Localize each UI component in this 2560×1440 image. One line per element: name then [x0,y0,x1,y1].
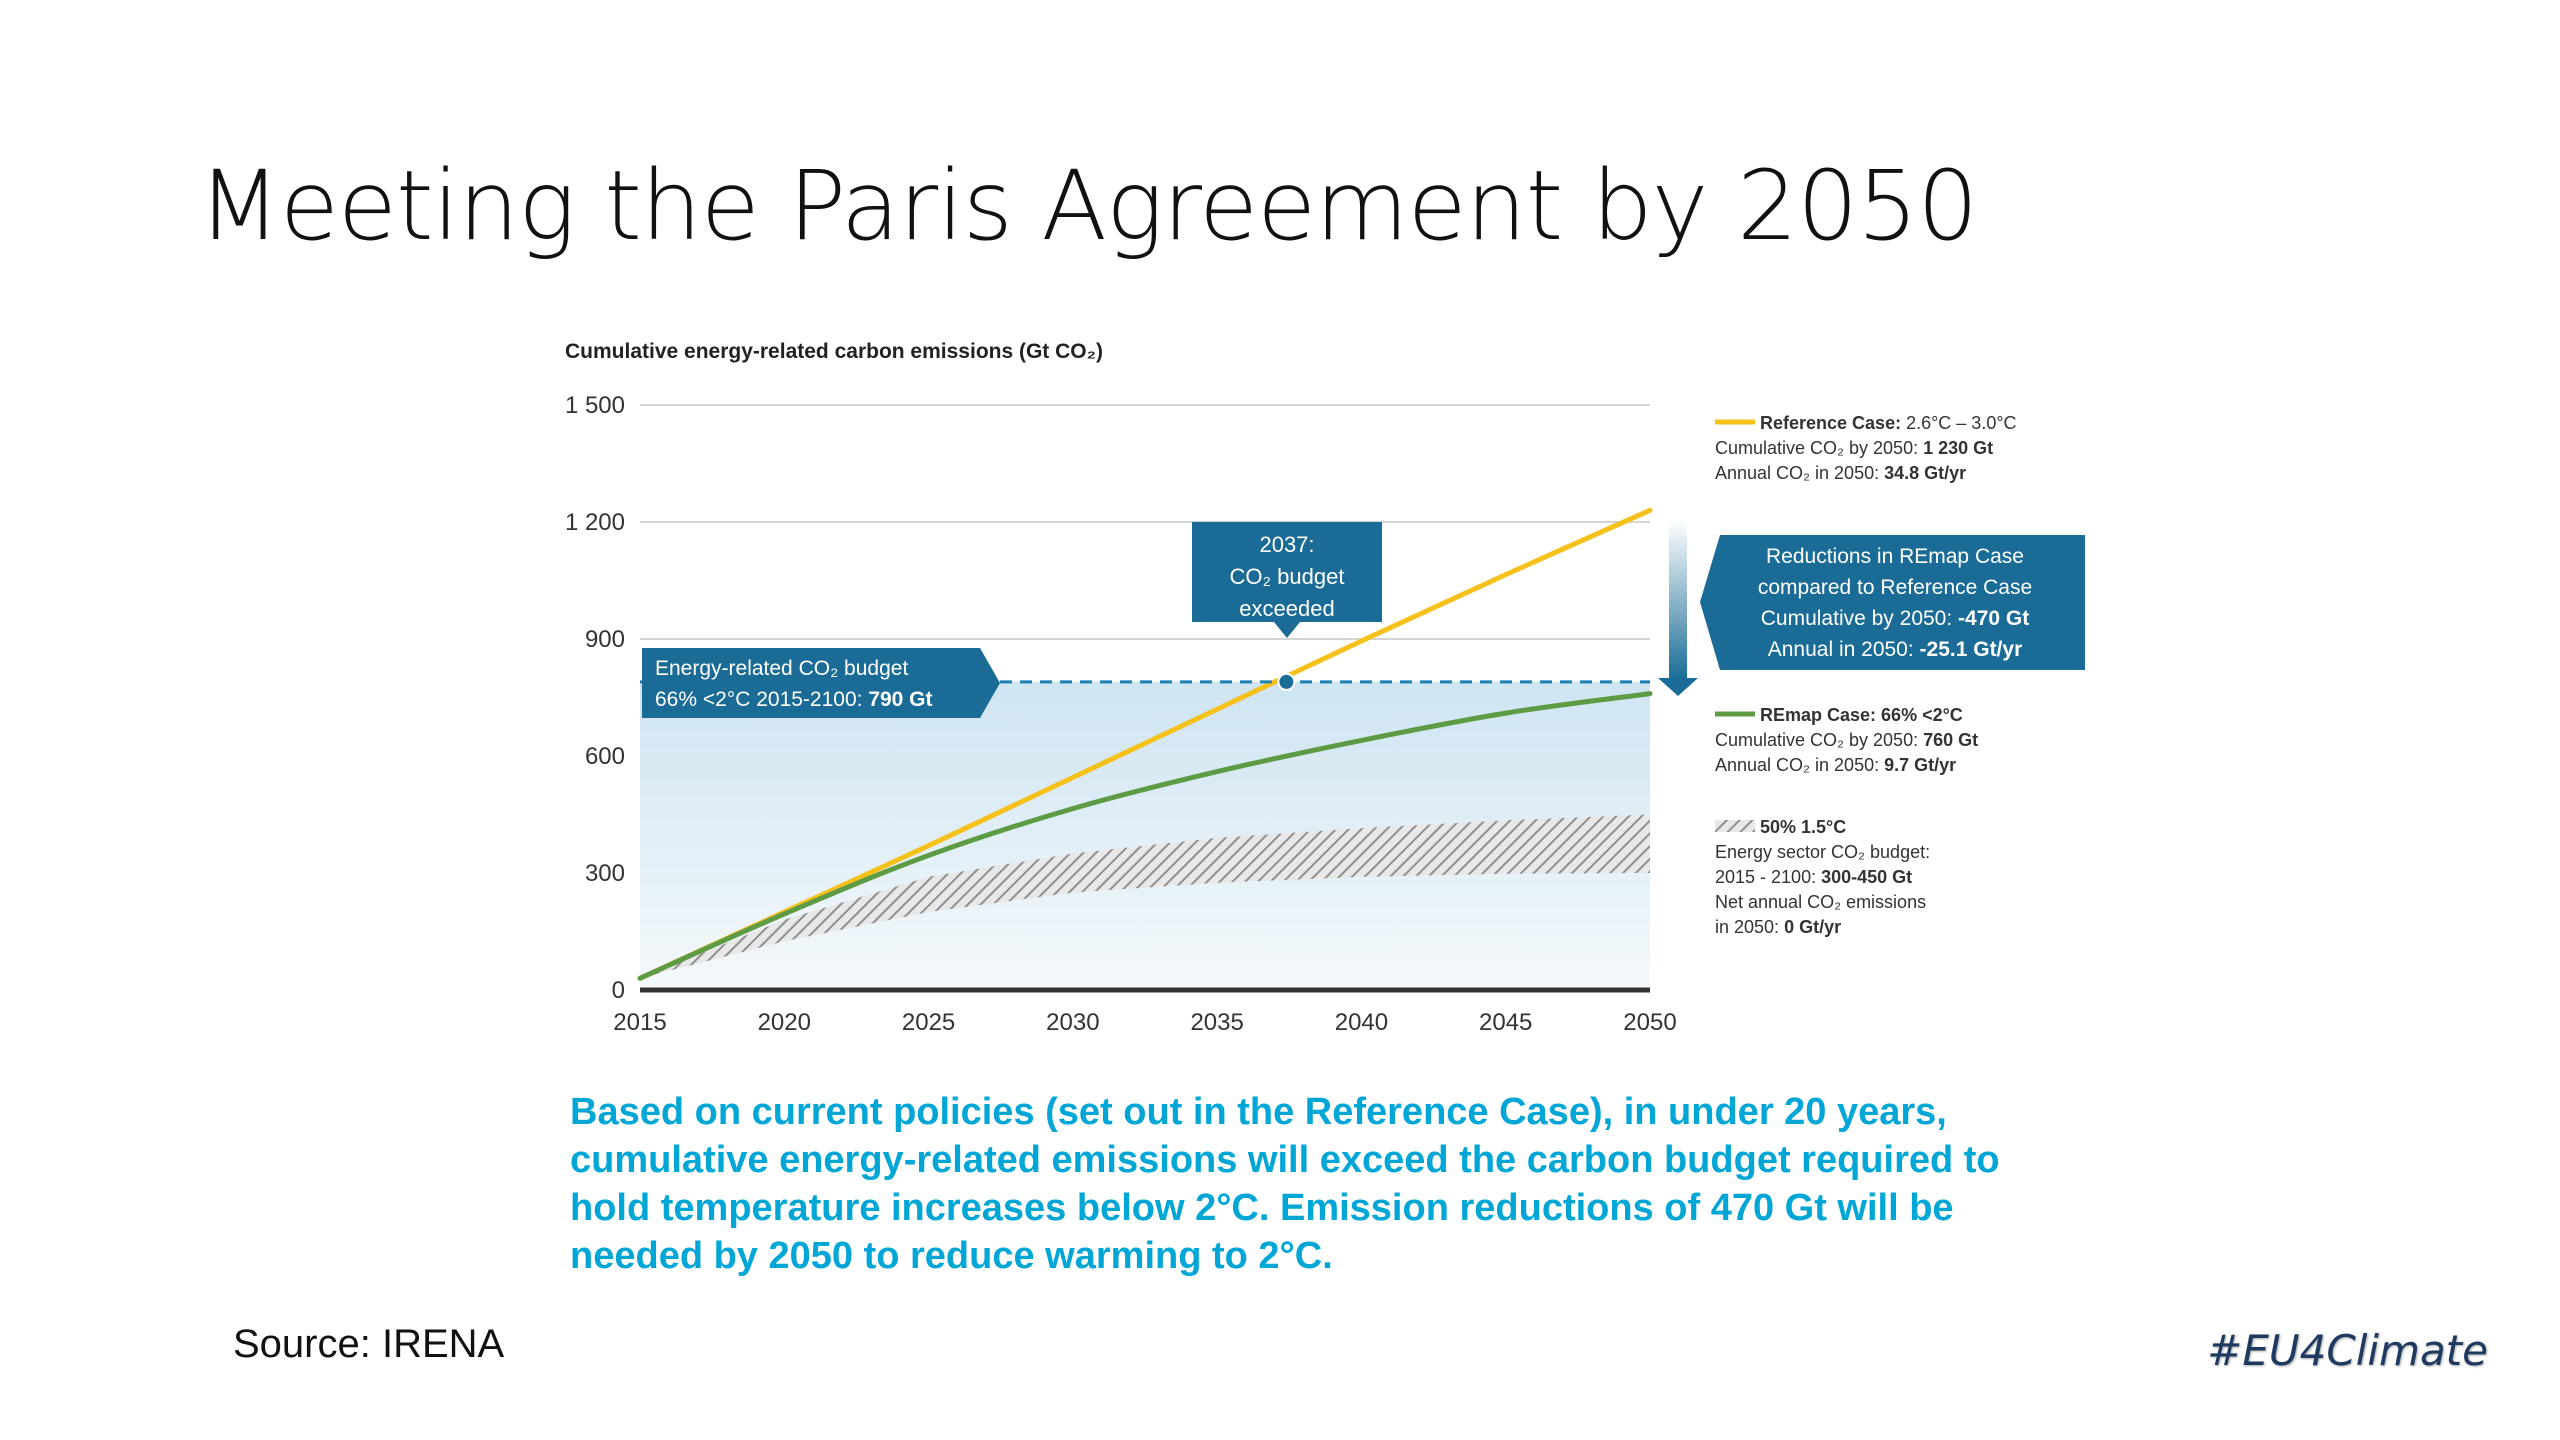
reduction-box [1700,535,2085,670]
x-tick-label: 2045 [1479,1009,1532,1036]
x-tick-label: 2015 [613,1009,666,1036]
legend-band-title: 50% 1.5°C [1760,817,1846,837]
legend-swatch-band [1715,820,1755,832]
legend: Reference Case: 2.6°C – 3.0°C Cumulative … [1715,413,2017,937]
series-lines [637,507,1653,981]
legend-band-line: 2015 - 2100: 300-450 Gt [1715,867,1912,887]
band-area [640,814,1650,979]
slide-title: Meeting the Paris Agreement by 2050 [198,150,1978,262]
chart-title: Cumulative energy-related carbon emissio… [565,340,1103,363]
budget-callout-line1: Energy-related CO₂ budget [655,657,908,680]
legend-reference-title: Reference Case: 2.6°C – 3.0°C [1760,413,2017,433]
legend-band-line: in 2050: 0 Gt/yr [1715,917,1841,937]
y-tick-label: 1 500 [565,392,625,419]
x-tick-label: 2040 [1335,1009,1388,1036]
y-tick-label: 1 200 [565,509,625,536]
exceed-point [1277,672,1296,691]
y-tick-label: 300 [585,860,625,887]
x-tick-label: 2050 [1623,1009,1676,1036]
legend-remap-cumulative: Cumulative CO₂ by 2050: 760 Gt [1715,730,1978,750]
exceed-callout-text: 2037: [1259,532,1314,557]
budget-callout [642,648,1000,718]
y-tick-label: 0 [612,977,625,1004]
axes: Cumulative energy-related carbon emissio… [565,340,1677,1036]
exceed-callout-text: exceeded [1239,596,1334,621]
legend-band-line: Net annual CO₂ emissions [1715,892,1926,912]
y-tick-label: 900 [585,626,625,653]
x-tick-label: 2020 [758,1009,811,1036]
legend-remap-annual: Annual CO₂ in 2050: 9.7 Gt/yr [1715,755,1956,775]
legend-remap-title: REmap Case: 66% <2°C [1760,705,1963,725]
x-tick-label: 2025 [902,1009,955,1036]
legend-band-line: Energy sector CO₂ budget: [1715,842,1930,862]
annotations: 2037: CO₂ budget exceeded Energy-related CO… [640,520,2085,718]
reduction-box-text: Reductions in REmap Case [1766,545,2024,568]
hashtag: #EU4Climate [2207,1326,2488,1375]
x-tick-label: 2030 [1046,1009,1099,1036]
chart-caption: Based on current policies (set out in th… [570,1091,2000,1277]
reduction-box-text: Cumulative by 2050: -470 Gt [1761,607,2029,630]
exceed-callout-text: CO₂ budget [1230,564,1345,589]
reduction-arrow-head [1658,678,1698,696]
band-1p5 [640,814,1650,979]
legend-reference-cumulative: Cumulative CO₂ by 2050: 1 230 Gt [1715,438,1993,458]
x-tick-label: 2035 [1190,1009,1243,1036]
reduction-box-text: Annual in 2050: -25.1 Gt/yr [1768,638,2023,661]
exceed-callout [1192,522,1382,638]
budget-callout-line2: 66% <2°C 2015-2100: 790 Gt [655,688,933,711]
series-line-remap [637,691,1653,981]
reduction-box-text: compared to Reference Case [1758,576,2032,599]
y-tick-label: 600 [585,743,625,770]
reduction-arrow-shaft [1669,520,1687,680]
source-note: Source: IRENA [233,1322,505,1366]
legend-reference-annual: Annual CO₂ in 2050: 34.8 Gt/yr [1715,463,1966,483]
